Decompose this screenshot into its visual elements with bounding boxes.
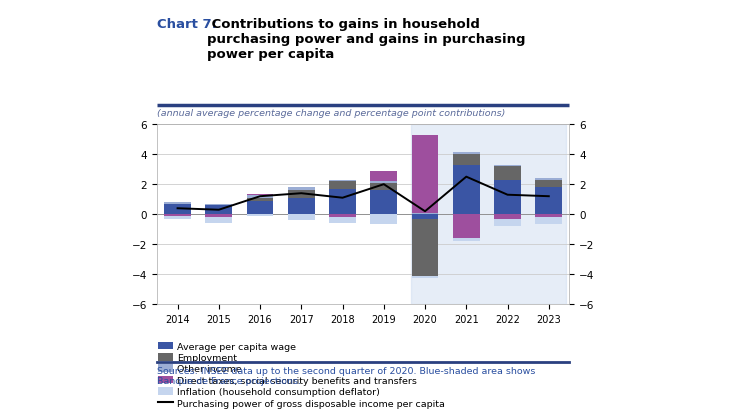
Bar bbox=[205, 206, 232, 215]
Bar bbox=[205, 204, 232, 206]
Bar bbox=[247, 198, 274, 201]
Bar bbox=[494, 180, 521, 215]
Bar bbox=[412, 276, 439, 279]
Bar bbox=[288, 198, 315, 215]
Bar bbox=[370, 191, 397, 215]
Bar bbox=[535, 218, 562, 225]
Bar bbox=[412, 135, 439, 213]
Bar bbox=[329, 215, 356, 218]
Bar bbox=[453, 153, 480, 155]
Bar bbox=[494, 219, 521, 227]
Bar bbox=[247, 194, 274, 196]
Text: Sources: INSEE data up to the second quarter of 2020. Blue-shaded area shows
Ban: Sources: INSEE data up to the second qua… bbox=[157, 366, 535, 385]
Bar bbox=[288, 215, 315, 221]
Bar bbox=[288, 191, 315, 198]
Bar bbox=[494, 167, 521, 180]
Bar bbox=[370, 215, 397, 225]
Text: Chart 7:: Chart 7: bbox=[157, 18, 217, 31]
Bar bbox=[411, 125, 566, 305]
Bar bbox=[164, 216, 191, 219]
Bar bbox=[370, 182, 397, 183]
Bar bbox=[494, 165, 521, 167]
Text: Contributions to gains in household
purchasing power and gains in purchasing
pow: Contributions to gains in household purc… bbox=[207, 18, 525, 61]
Bar bbox=[453, 155, 480, 165]
Bar bbox=[370, 171, 397, 182]
Bar bbox=[535, 180, 562, 188]
Bar bbox=[412, 215, 439, 219]
Bar bbox=[370, 183, 397, 191]
Bar bbox=[329, 189, 356, 215]
Bar bbox=[247, 201, 274, 215]
Bar bbox=[535, 215, 562, 218]
Bar bbox=[329, 180, 356, 182]
Bar bbox=[453, 165, 480, 215]
Text: (annual average percentage change and percentage point contributions): (annual average percentage change and pe… bbox=[157, 108, 505, 117]
Bar bbox=[535, 188, 562, 215]
Bar bbox=[164, 203, 191, 204]
Bar bbox=[412, 213, 439, 215]
Bar bbox=[535, 179, 562, 180]
Bar bbox=[412, 219, 439, 276]
Bar bbox=[453, 239, 480, 242]
Bar bbox=[164, 215, 191, 216]
Bar bbox=[288, 188, 315, 191]
Bar bbox=[453, 215, 480, 239]
Bar bbox=[205, 218, 232, 223]
Bar bbox=[205, 215, 232, 218]
Legend: Average per capita wage, Employment, Other income, Direct taxes, social security: Average per capita wage, Employment, Oth… bbox=[158, 342, 445, 408]
Bar bbox=[247, 215, 274, 216]
Bar bbox=[164, 204, 191, 215]
Bar bbox=[494, 215, 521, 219]
Bar bbox=[247, 196, 274, 198]
Bar bbox=[329, 218, 356, 223]
Bar bbox=[329, 182, 356, 189]
